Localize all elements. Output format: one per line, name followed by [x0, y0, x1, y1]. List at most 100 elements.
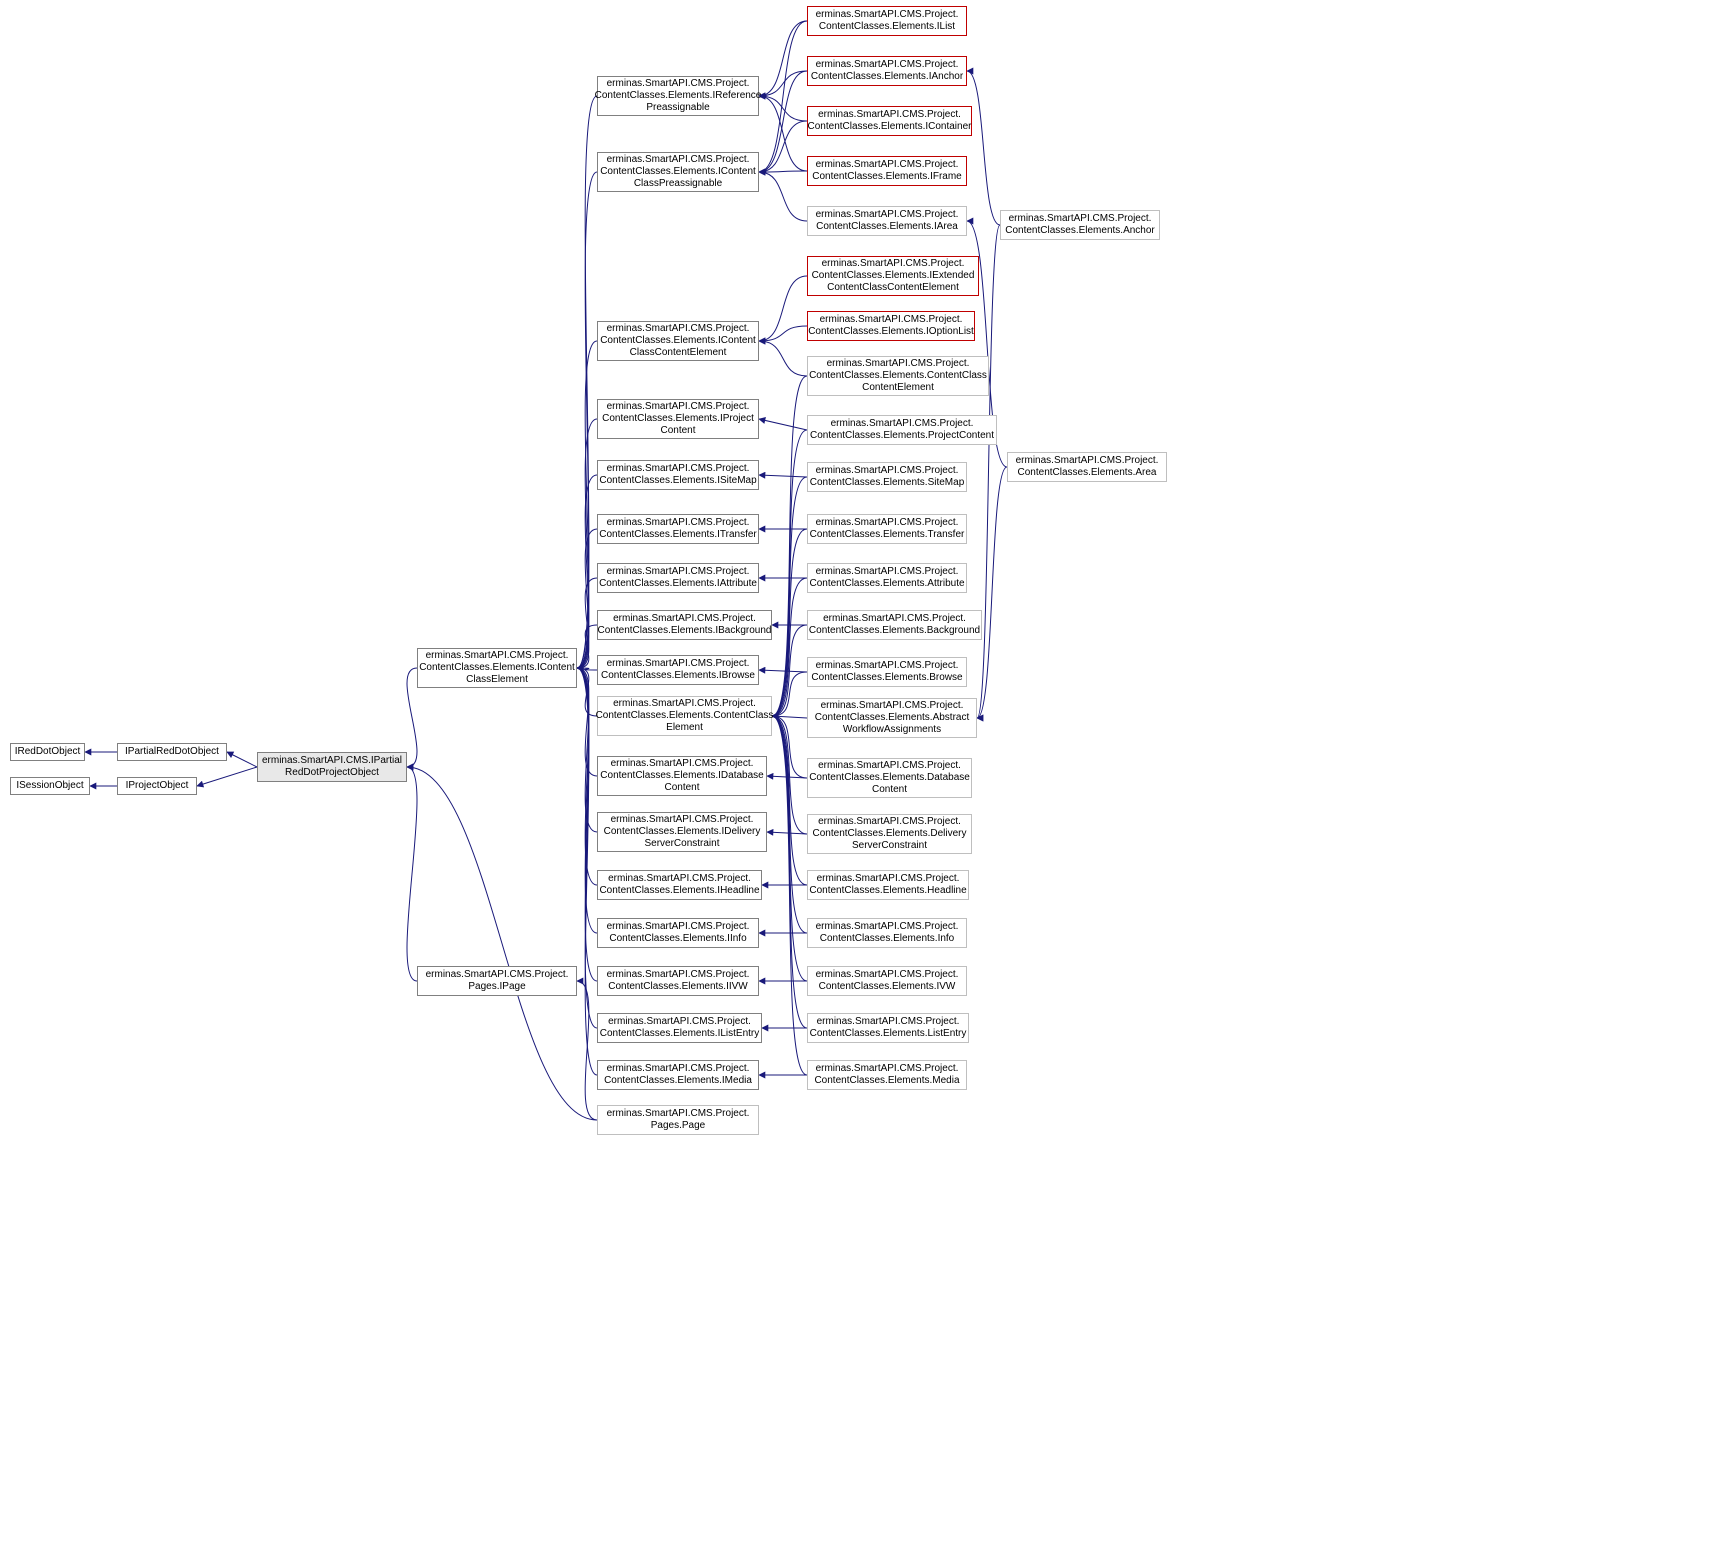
class-node-iFrame[interactable]: erminas.SmartAPI.CMS.Project. ContentCla… [807, 156, 967, 186]
inheritance-edge [772, 430, 807, 716]
inheritance-edge [772, 716, 807, 933]
inheritance-edge [577, 668, 597, 933]
node-label: erminas.SmartAPI.CMS.Project. ContentCla… [596, 698, 774, 734]
node-label: erminas.SmartAPI.CMS.Project. ContentCla… [1005, 213, 1155, 237]
inheritance-edge [577, 668, 597, 981]
class-node-anchor[interactable]: erminas.SmartAPI.CMS.Project. ContentCla… [1000, 210, 1160, 240]
node-label: erminas.SmartAPI.CMS.Project. ContentCla… [809, 566, 964, 590]
node-label: erminas.SmartAPI.CMS.Project. ContentCla… [815, 700, 970, 736]
inheritance-edge [772, 716, 807, 885]
node-label: erminas.SmartAPI.CMS.Project. ContentCla… [816, 969, 959, 993]
node-label: erminas.SmartAPI.CMS.Project. ContentCla… [809, 358, 987, 394]
inheritance-edge [759, 71, 807, 96]
inheritance-edge [577, 578, 597, 668]
class-node-iCCPre[interactable]: erminas.SmartAPI.CMS.Project. ContentCla… [597, 152, 759, 192]
class-node-media[interactable]: erminas.SmartAPI.CMS.Project. ContentCla… [807, 1060, 967, 1090]
inheritance-edge [772, 716, 807, 981]
class-node-iDbContent[interactable]: erminas.SmartAPI.CMS.Project. ContentCla… [597, 756, 767, 796]
class-node-attribute[interactable]: erminas.SmartAPI.CMS.Project. ContentCla… [807, 563, 967, 593]
node-label: erminas.SmartAPI.CMS.Project. ContentCla… [809, 760, 970, 796]
class-node-siteMap[interactable]: erminas.SmartAPI.CMS.Project. ContentCla… [807, 462, 967, 492]
class-node-area[interactable]: erminas.SmartAPI.CMS.Project. ContentCla… [1007, 452, 1167, 482]
class-node-projContent[interactable]: erminas.SmartAPI.CMS.Project. ContentCla… [807, 415, 997, 445]
class-node-iArea[interactable]: erminas.SmartAPI.CMS.Project. ContentCla… [807, 206, 967, 236]
class-node-iRedDot[interactable]: IRedDotObject [10, 743, 85, 761]
node-label: erminas.SmartAPI.CMS.Project. ContentCla… [813, 816, 967, 852]
class-node-delivery[interactable]: erminas.SmartAPI.CMS.Project. ContentCla… [807, 814, 972, 854]
class-node-browse[interactable]: erminas.SmartAPI.CMS.Project. ContentCla… [807, 657, 967, 687]
class-node-iContentClassEl[interactable]: erminas.SmartAPI.CMS.Project. ContentCla… [417, 648, 577, 688]
class-node-iSession[interactable]: ISessionObject [10, 777, 90, 795]
class-node-iIvw[interactable]: erminas.SmartAPI.CMS.Project. ContentCla… [597, 966, 759, 996]
class-node-ccContEl[interactable]: erminas.SmartAPI.CMS.Project. ContentCla… [807, 356, 989, 396]
inheritance-edge [767, 832, 807, 834]
inheritance-edge [577, 341, 597, 668]
node-label: erminas.SmartAPI.CMS.Project. ContentCla… [599, 873, 759, 897]
class-node-ivw[interactable]: erminas.SmartAPI.CMS.Project. ContentCla… [807, 966, 967, 996]
class-node-iExtCC[interactable]: erminas.SmartAPI.CMS.Project. ContentCla… [807, 256, 979, 296]
inheritance-edge [772, 376, 807, 716]
class-node-iListEntry[interactable]: erminas.SmartAPI.CMS.Project. ContentCla… [597, 1013, 762, 1043]
class-node-iRefPre[interactable]: erminas.SmartAPI.CMS.Project. ContentCla… [597, 76, 759, 116]
inheritance-edge [577, 475, 597, 668]
class-node-iTransfer[interactable]: erminas.SmartAPI.CMS.Project. ContentCla… [597, 514, 759, 544]
node-label: erminas.SmartAPI.CMS.Project. ContentCla… [598, 613, 772, 637]
class-node-iPage[interactable]: erminas.SmartAPI.CMS.Project. Pages.IPag… [417, 966, 577, 996]
class-node-iProjObj[interactable]: IProjectObject [117, 777, 197, 795]
inheritance-edge [407, 767, 597, 1120]
class-node-ccElement[interactable]: erminas.SmartAPI.CMS.Project. ContentCla… [597, 696, 772, 736]
node-label: erminas.SmartAPI.CMS.Project. ContentCla… [599, 566, 757, 590]
node-label: erminas.SmartAPI.CMS.Project. ContentCla… [810, 517, 965, 541]
inheritance-edge [577, 419, 597, 668]
inheritance-edge [759, 96, 807, 171]
class-node-listEntry[interactable]: erminas.SmartAPI.CMS.Project. ContentCla… [807, 1013, 969, 1043]
node-label: erminas.SmartAPI.CMS.Project. ContentCla… [602, 401, 754, 437]
node-label: erminas.SmartAPI.CMS.Project. ContentCla… [809, 873, 966, 897]
class-node-iPartialRD[interactable]: IPartialRedDotObject [117, 743, 227, 761]
inheritance-edge [759, 172, 807, 221]
class-node-iMedia[interactable]: erminas.SmartAPI.CMS.Project. ContentCla… [597, 1060, 759, 1090]
class-node-dbContent[interactable]: erminas.SmartAPI.CMS.Project. ContentCla… [807, 758, 972, 798]
class-node-iHeadline[interactable]: erminas.SmartAPI.CMS.Project. ContentCla… [597, 870, 762, 900]
inheritance-edge [577, 529, 597, 668]
inheritance-edge [577, 668, 597, 670]
class-node-pagesPage[interactable]: erminas.SmartAPI.CMS.Project. Pages.Page [597, 1105, 759, 1135]
class-node-headline[interactable]: erminas.SmartAPI.CMS.Project. ContentCla… [807, 870, 969, 900]
class-node-iProjContent[interactable]: erminas.SmartAPI.CMS.Project. ContentCla… [597, 399, 759, 439]
node-label: erminas.SmartAPI.CMS.Project. ContentCla… [604, 1063, 752, 1087]
node-label: erminas.SmartAPI.CMS.Project. ContentCla… [808, 314, 974, 338]
class-node-iSiteMap[interactable]: erminas.SmartAPI.CMS.Project. ContentCla… [597, 460, 759, 490]
inheritance-edge [759, 21, 807, 172]
class-node-iOptList[interactable]: erminas.SmartAPI.CMS.Project. ContentCla… [807, 311, 975, 341]
class-node-iAttribute[interactable]: erminas.SmartAPI.CMS.Project. ContentCla… [597, 563, 759, 593]
inheritance-edge [772, 716, 807, 778]
node-label: erminas.SmartAPI.CMS.Project. ContentCla… [600, 154, 756, 190]
inheritance-edge [577, 668, 597, 776]
class-node-iAnchor[interactable]: erminas.SmartAPI.CMS.Project. ContentCla… [807, 56, 967, 86]
node-label: erminas.SmartAPI.CMS.Project. Pages.IPag… [426, 969, 569, 993]
class-node-iBrowse[interactable]: erminas.SmartAPI.CMS.Project. ContentCla… [597, 655, 759, 685]
class-node-iList[interactable]: erminas.SmartAPI.CMS.Project. ContentCla… [807, 6, 967, 36]
node-label: erminas.SmartAPI.CMS.IPartial RedDotProj… [262, 755, 402, 779]
class-node-iDelivery[interactable]: erminas.SmartAPI.CMS.Project. ContentCla… [597, 812, 767, 852]
node-label: erminas.SmartAPI.CMS.Project. ContentCla… [812, 258, 975, 294]
class-node-transfer[interactable]: erminas.SmartAPI.CMS.Project. ContentCla… [807, 514, 967, 544]
inheritance-edge [759, 276, 807, 341]
inheritance-edge [977, 225, 1000, 718]
class-node-iContainer[interactable]: erminas.SmartAPI.CMS.Project. ContentCla… [807, 106, 972, 136]
node-label: erminas.SmartAPI.CMS.Project. ContentCla… [808, 109, 972, 133]
inheritance-edge [577, 668, 597, 1075]
node-label: erminas.SmartAPI.CMS.Project. ContentCla… [816, 921, 959, 945]
inheritance-edge [577, 668, 597, 885]
class-node-info[interactable]: erminas.SmartAPI.CMS.Project. ContentCla… [807, 918, 967, 948]
inheritance-edge [227, 752, 257, 767]
class-node-iPartialRDProj[interactable]: erminas.SmartAPI.CMS.IPartial RedDotProj… [257, 752, 407, 782]
class-node-background[interactable]: erminas.SmartAPI.CMS.Project. ContentCla… [807, 610, 982, 640]
inheritance-edge [772, 477, 807, 716]
class-node-iBackground[interactable]: erminas.SmartAPI.CMS.Project. ContentCla… [597, 610, 772, 640]
inheritance-edge [759, 341, 807, 376]
node-label: erminas.SmartAPI.CMS.Project. ContentCla… [810, 465, 965, 489]
class-node-iCCCont[interactable]: erminas.SmartAPI.CMS.Project. ContentCla… [597, 321, 759, 361]
class-node-absWorkflow[interactable]: erminas.SmartAPI.CMS.Project. ContentCla… [807, 698, 977, 738]
class-node-iInfo[interactable]: erminas.SmartAPI.CMS.Project. ContentCla… [597, 918, 759, 948]
